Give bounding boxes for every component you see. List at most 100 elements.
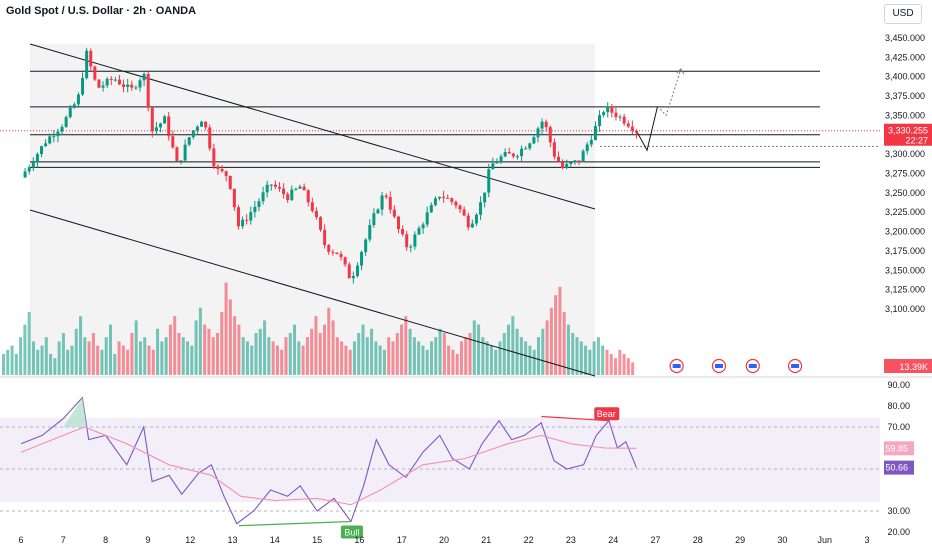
volume-bar [241,337,245,375]
y-tick-label: 3,450.000 [885,33,925,43]
volume-bar [365,337,369,375]
currency-button[interactable]: USD [884,4,922,24]
candle-body [573,160,577,163]
volume-bar [79,316,83,375]
rsi-band-fill [0,418,880,502]
candle-body [581,151,585,163]
candle-body [511,153,515,157]
candle-body [290,189,294,201]
grid-layer [0,376,932,512]
candle-body [265,184,269,193]
volume-bar [340,341,344,375]
volume-bar [549,307,553,375]
volume-bar [147,345,151,375]
bear-tag [594,407,620,421]
candle-body [479,202,483,215]
x-tick-label: 24 [608,535,618,545]
candle-body [171,136,175,148]
x-tick-label: 17 [397,535,407,545]
volume-bar [447,345,451,375]
candle-body [355,265,359,276]
volume-bar [91,333,95,375]
x-tick-label: 8 [103,535,108,545]
candle-body [220,168,224,172]
candle-body [602,112,606,116]
candle-body [429,205,433,213]
candle-body [294,188,298,190]
volume-bar [344,345,348,375]
candle-body [109,78,113,80]
candle-body [146,73,150,108]
candle-body [68,107,72,118]
volume-bar [109,324,112,375]
volume-bar [601,345,605,375]
volume-bar [61,333,65,375]
volume-bar [404,316,408,375]
volume-bar [237,324,241,375]
candle-body [72,104,76,108]
volume-bar [502,333,506,375]
volume-bar [331,320,335,375]
volume-bar [113,354,117,375]
candle-body [35,154,39,163]
volume-bar [177,333,181,375]
candle-body [56,131,60,137]
candle-body [380,195,384,210]
candle-body [487,169,491,193]
candle-body [401,229,405,235]
volume-bar [57,341,61,375]
candle-body [191,130,195,138]
candle-body [122,84,126,88]
y-tick-label: 3,175.000 [885,246,925,256]
volume-bar [2,354,5,375]
volume-bar [31,341,35,375]
x-tick-label: 6 [18,535,23,545]
volume-bar [481,337,485,375]
candle-body [454,201,458,206]
candle-body [524,148,528,150]
candle-body [462,209,466,216]
candle-body [200,121,204,127]
candle-body [515,156,519,158]
candle-body [384,195,388,198]
volume-tag [884,359,932,373]
volume-bar [194,320,198,375]
candle-body [179,160,183,162]
volume-bar [216,333,219,375]
volume-bar [190,345,194,375]
volume-bar [618,349,622,375]
volume-bar [421,345,425,375]
candle-body [392,209,396,217]
volume-bar [314,316,318,375]
candle-body [360,252,364,266]
candle-body [142,73,146,81]
volume-bar [575,337,579,375]
volume-bar [584,345,588,375]
candle-body [253,206,257,213]
candle-body [187,137,191,145]
volume-bar [524,341,528,375]
x-tick-label: 3 [864,535,869,545]
candle-body [499,156,503,163]
candle-body [438,196,442,199]
volume-bar [245,341,249,375]
x-tick-label: 9 [145,535,150,545]
candle-body [544,121,548,128]
volume-bar [70,345,74,375]
volume-bar [233,316,237,375]
candle-body [126,84,130,88]
volume-bar [498,341,502,375]
volume-bar [250,345,254,375]
rsi-tick-label: 80.00 [887,401,910,411]
volume-bar [374,341,378,375]
x-tick-label: 30 [777,535,787,545]
x-tick-label: Jun [817,535,832,545]
volume-bar [417,341,421,375]
volume-bar [263,320,267,375]
y-tick-label: 3,400.000 [885,72,925,82]
x-tick-label: 22 [524,535,534,545]
trendline-layer [0,43,880,377]
volume-bar [173,316,177,375]
candle-body [224,171,228,176]
